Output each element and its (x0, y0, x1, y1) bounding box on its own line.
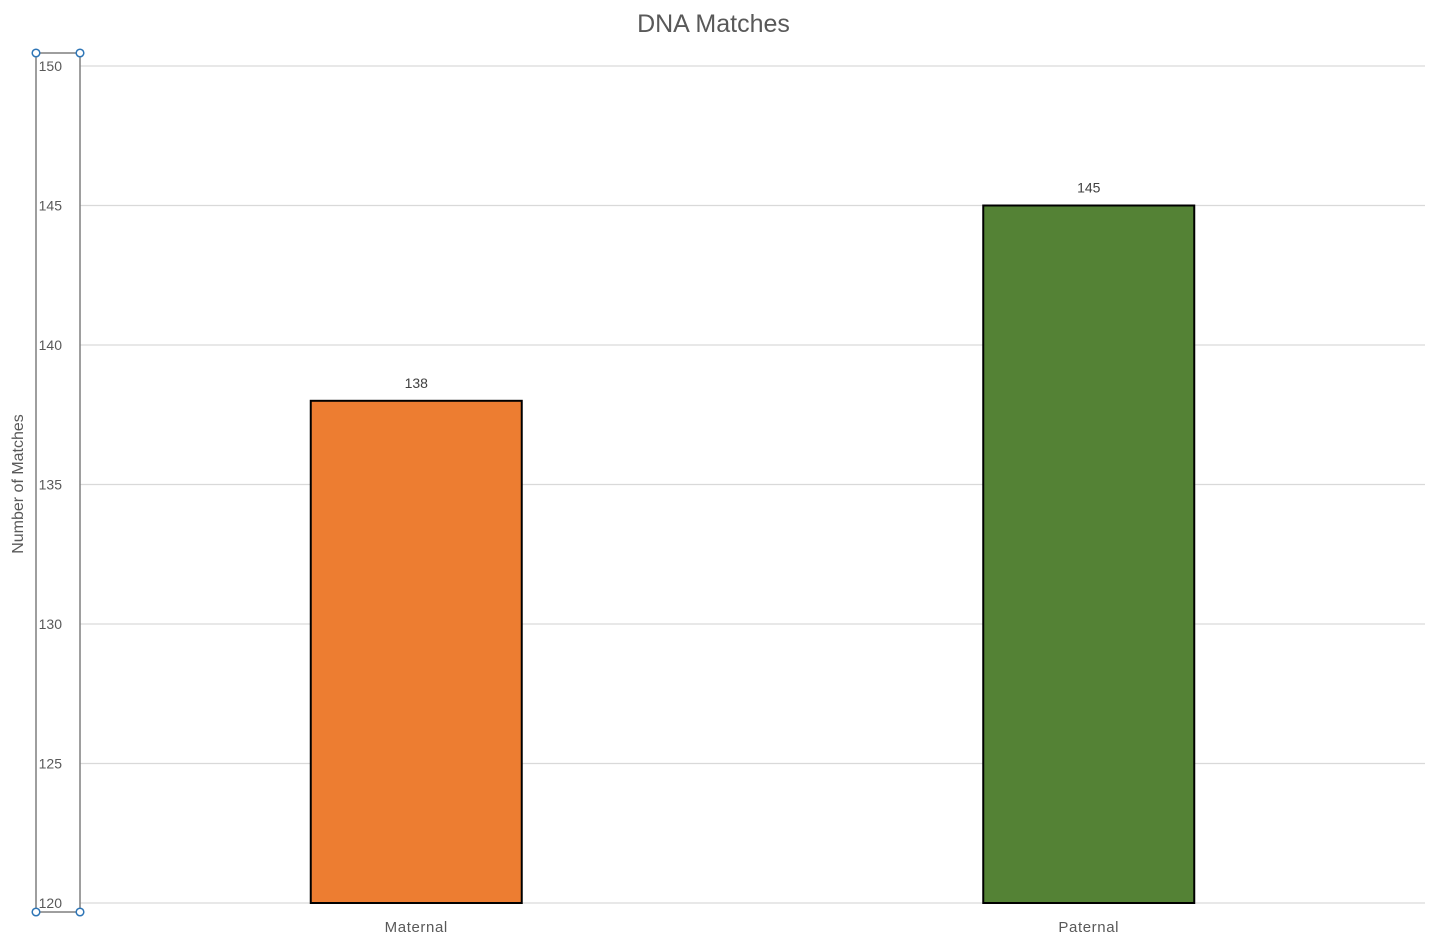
x-tick-label: Paternal (1058, 919, 1119, 936)
resize-handle (75, 48, 85, 58)
data-label: 138 (405, 375, 429, 391)
resize-handle (31, 907, 41, 917)
chart-title: DNA Matches (637, 10, 790, 38)
data-label: 145 (1077, 180, 1101, 196)
y-tick-label: 140 (39, 337, 63, 353)
bar (309, 399, 523, 904)
y-tick-label: 145 (39, 198, 63, 214)
y-tick-label: 130 (39, 616, 63, 632)
resize-handle (31, 48, 41, 58)
y-tick-label: 135 (39, 477, 63, 493)
selection-frame (35, 52, 81, 913)
resize-handle (75, 907, 85, 917)
y-tick-label: 125 (39, 756, 63, 772)
bar (982, 204, 1196, 904)
x-tick-label: Maternal (385, 919, 448, 936)
y-tick-label: 120 (39, 895, 63, 911)
y-tick-label: 150 (39, 58, 63, 74)
